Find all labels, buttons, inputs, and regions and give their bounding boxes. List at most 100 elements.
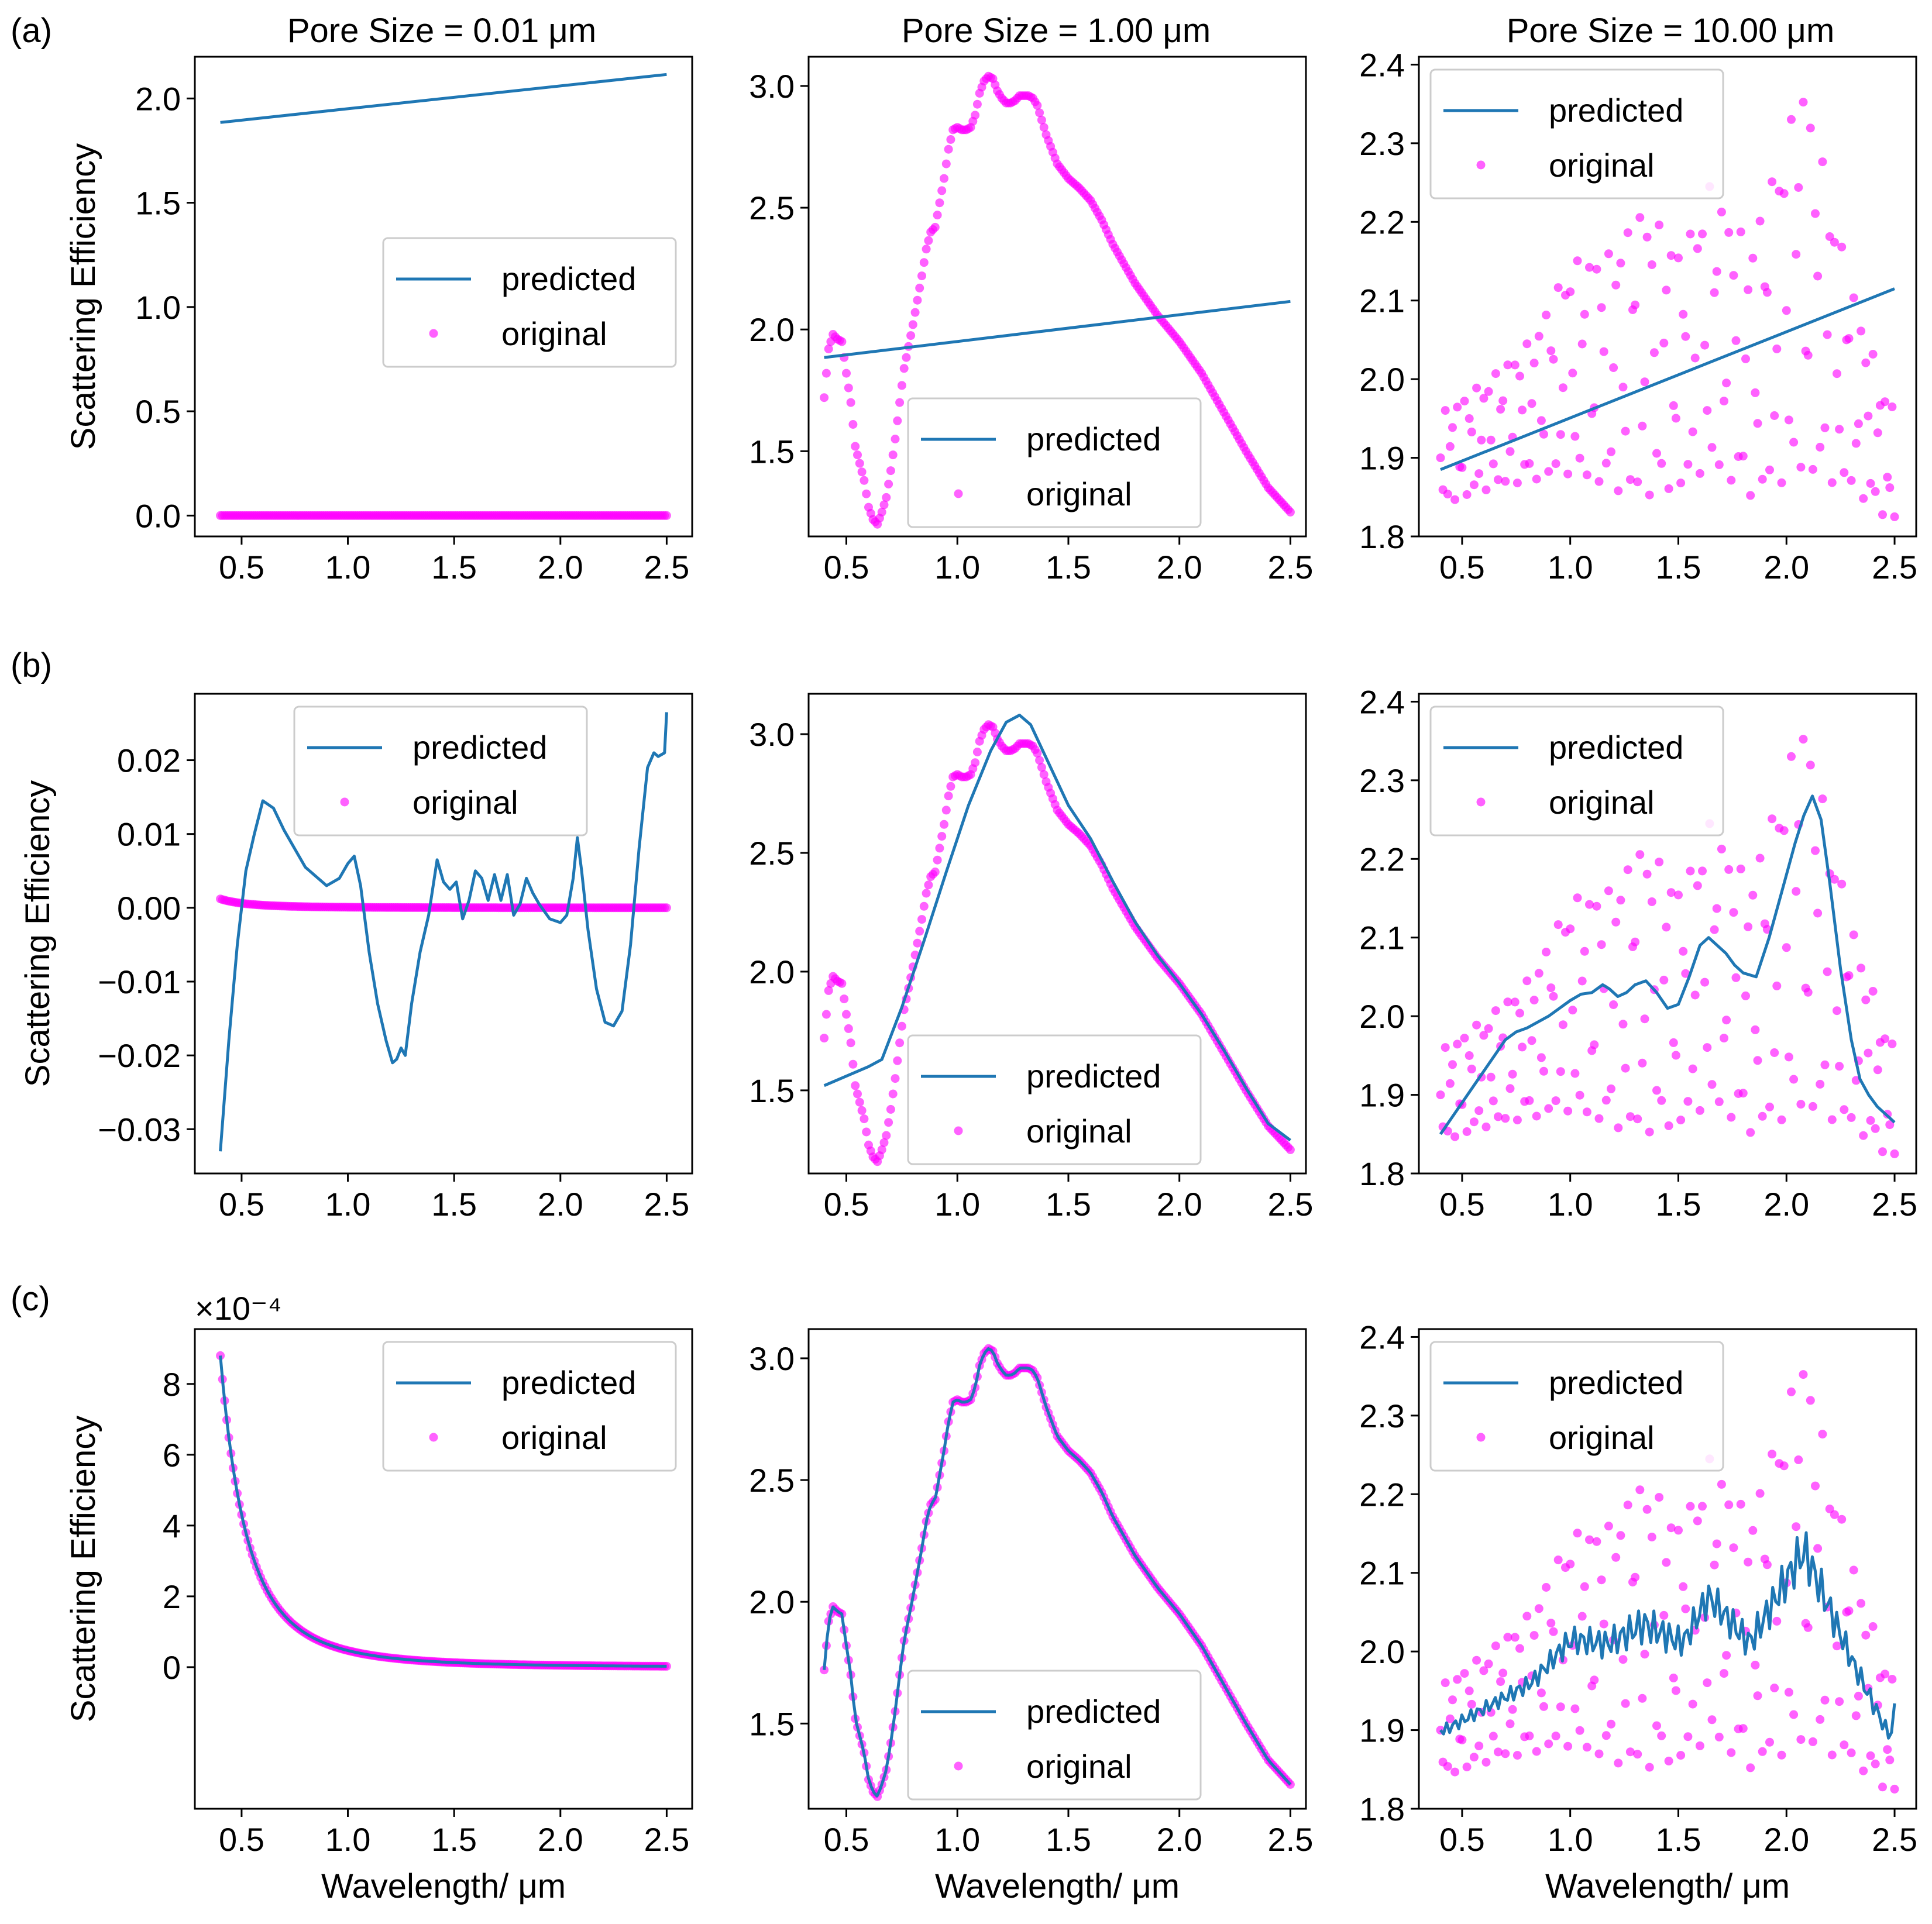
original-point xyxy=(1671,1686,1680,1695)
panels: 0.5 1.0 1.5 2.0 2.5 0.0 0.5 1.0 1.5 2.0 Scattering… xyxy=(19,46,1917,1905)
original-point xyxy=(1857,963,1866,973)
original-point xyxy=(946,782,955,791)
original-point xyxy=(1488,1732,1498,1741)
original-point xyxy=(1597,303,1606,312)
original-point xyxy=(1635,1485,1645,1495)
original-point xyxy=(1479,1031,1488,1040)
original-point xyxy=(1614,486,1623,495)
x-tick-label: 1.5 xyxy=(431,549,477,586)
legend-original-label: original xyxy=(1549,1419,1655,1456)
original-point xyxy=(971,758,980,767)
original-point xyxy=(1808,1737,1817,1746)
original-point xyxy=(919,901,929,911)
legend-original-swatch xyxy=(1476,160,1486,170)
original-point xyxy=(1616,896,1625,905)
original-point xyxy=(1840,468,1849,477)
original-point xyxy=(1585,263,1594,272)
legend-predicted-label: predicted xyxy=(1549,1364,1683,1401)
panel-b2: 0.5 1.0 1.5 2.0 2.5 1.5 2.0 2.5 3.0 predicted orig… xyxy=(749,693,1313,1223)
legend-c2: predicted original xyxy=(907,1670,1202,1801)
y-tick-label: 2.2 xyxy=(1359,1476,1405,1513)
x-tick-label: 1.5 xyxy=(1046,1821,1091,1858)
original-point xyxy=(1448,1695,1457,1705)
original-point xyxy=(1642,1505,1652,1514)
original-point xyxy=(1549,992,1558,1001)
original-point xyxy=(1758,474,1767,484)
original-point xyxy=(1443,1762,1452,1771)
original-point xyxy=(1590,1675,1599,1685)
original-point xyxy=(877,507,886,517)
original-point xyxy=(1536,1688,1546,1698)
original-point xyxy=(1859,1131,1868,1140)
original-point xyxy=(1803,350,1813,360)
original-point xyxy=(1674,253,1683,263)
original-point xyxy=(1621,426,1630,436)
x-tick-label: 2.0 xyxy=(538,1821,583,1858)
original-point xyxy=(1700,978,1710,987)
original-point xyxy=(1669,1038,1678,1047)
original-point xyxy=(1494,1747,1503,1757)
original-point xyxy=(1527,1036,1536,1045)
original-point xyxy=(1849,930,1858,939)
original-point xyxy=(1722,378,1731,388)
original-point xyxy=(1724,1500,1734,1509)
original-point xyxy=(853,450,862,460)
original-point xyxy=(1827,1750,1837,1760)
original-point xyxy=(662,903,671,913)
original-point xyxy=(1496,1677,1505,1686)
original-point xyxy=(1445,1714,1455,1723)
original-point xyxy=(1885,483,1895,493)
original-point xyxy=(1830,238,1839,247)
original-point xyxy=(1563,469,1573,479)
original-point xyxy=(917,915,926,924)
original-point xyxy=(1808,1102,1817,1111)
original-point xyxy=(1611,280,1621,290)
original-point xyxy=(1633,477,1642,487)
original-point xyxy=(908,320,917,329)
y-tick-label: 2.4 xyxy=(1359,46,1405,83)
original-point xyxy=(922,889,931,898)
x-tick-label: 1.5 xyxy=(1656,549,1701,586)
panel-c2: 0.5 1.0 1.5 2.0 2.5 1.5 2.0 2.5 3.0 Wavelength/ μ… xyxy=(749,1328,1313,1905)
original-point xyxy=(1577,1612,1587,1621)
original-point xyxy=(1738,1724,1748,1733)
original-point xyxy=(1525,459,1534,468)
original-point xyxy=(1710,288,1719,297)
original-point xyxy=(1710,1560,1719,1570)
original-point xyxy=(1758,1747,1767,1756)
original-point xyxy=(1849,293,1858,302)
original-point xyxy=(1765,1102,1774,1111)
original-point xyxy=(1844,334,1854,343)
original-point xyxy=(1789,438,1799,447)
original-point xyxy=(1681,1604,1690,1613)
original-point xyxy=(1736,864,1745,873)
original-point xyxy=(1738,452,1748,461)
original-point xyxy=(1534,1604,1543,1613)
original-point xyxy=(1714,1097,1724,1106)
original-point xyxy=(1621,1699,1630,1708)
y-tick-label: 0.0 xyxy=(135,497,181,534)
original-point xyxy=(1585,1535,1594,1544)
original-point xyxy=(1868,1622,1878,1631)
x-tick-label: 2.0 xyxy=(1763,549,1809,586)
original-point xyxy=(935,198,944,208)
original-point xyxy=(1469,1117,1479,1127)
original-point xyxy=(1505,1084,1515,1093)
original-point xyxy=(1594,477,1604,486)
original-point xyxy=(1777,478,1786,487)
original-point xyxy=(1744,285,1753,294)
original-point xyxy=(1679,946,1688,956)
original-point xyxy=(1666,1523,1676,1533)
x-tick-label: 0.5 xyxy=(824,1186,869,1223)
original-point xyxy=(1724,228,1734,237)
original-point xyxy=(1885,1756,1895,1765)
original-point xyxy=(1640,1014,1649,1024)
original-point xyxy=(1669,1673,1678,1682)
original-point xyxy=(1614,1758,1623,1768)
original-point xyxy=(1512,1116,1522,1125)
y-tick-label: 6 xyxy=(163,1437,181,1474)
x-tick-label: 2.5 xyxy=(1872,1186,1917,1223)
original-point xyxy=(1436,453,1445,463)
original-point xyxy=(1604,249,1613,259)
axes-frame xyxy=(1418,1328,1917,1810)
